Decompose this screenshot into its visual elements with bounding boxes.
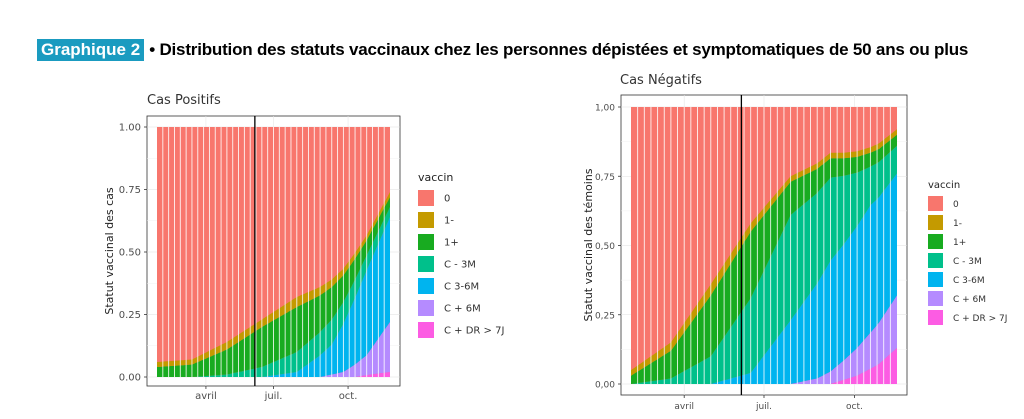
y-tick-label: 0,50: [595, 242, 615, 252]
legend-label: 1-: [444, 216, 454, 227]
legend-label: C + 6M: [953, 295, 986, 305]
legend-label: C - 3M: [444, 260, 476, 271]
legend-label: 1+: [953, 238, 966, 248]
legend-swatch: [928, 253, 943, 268]
legend-label: C 3-6M: [444, 282, 479, 293]
y-tick-label: 0.00: [119, 373, 141, 384]
x-tick-label: juil.: [264, 391, 283, 402]
y-tick-label: 0.50: [119, 248, 141, 259]
legend-swatch: [418, 300, 434, 316]
chart-header: Graphique 2 • Distribution des statuts v…: [37, 38, 968, 62]
legend-swatch: [418, 278, 434, 294]
legend-label: C + DR > 7J: [444, 326, 504, 337]
x-tick-label: oct.: [339, 391, 358, 402]
legend-swatch: [928, 291, 943, 306]
legend-label: C + DR > 7J: [953, 314, 1007, 324]
legend-swatch: [418, 322, 434, 338]
legend: vaccin 0 1- 1+ C - 3M C 3-6M C + 6M C + DR > 7J: [418, 171, 504, 338]
chart-title: Cas Positifs: [147, 93, 221, 108]
chart-panel-1: Cas Positifs Statut vaccinal des cas 0.00 0…: [103, 93, 504, 402]
y-tick-label: 1,00: [595, 104, 615, 114]
y-tick-label: 0,00: [595, 381, 615, 391]
x-tick-label: oct.: [846, 402, 863, 412]
legend-swatch: [418, 212, 434, 228]
legend-title: vaccin: [928, 180, 960, 191]
legend-swatch: [418, 256, 434, 272]
legend-swatch: [928, 310, 943, 325]
legend-label: C + 6M: [444, 304, 481, 315]
legend-swatch: [928, 234, 943, 249]
legend-label: 1-: [953, 219, 962, 229]
legend: vaccin 0 1- 1+ C - 3M C 3-6M C + 6M C + DR > 7J: [928, 180, 1007, 325]
legend-label: 1+: [444, 238, 459, 249]
legend-swatch: [928, 272, 943, 287]
legend-swatch: [928, 196, 943, 211]
y-axis-label: Statut vaccinal des cas: [103, 187, 116, 315]
x-tick-label: juil.: [755, 402, 772, 412]
y-tick-label: 0.25: [119, 310, 141, 321]
x-tick-label: avril: [674, 402, 694, 412]
y-tick-label: 0.75: [119, 185, 141, 196]
legend-label: C 3-6M: [953, 276, 985, 286]
legend-label: 0: [953, 200, 959, 210]
chart-title: Cas Négatifs: [620, 73, 702, 88]
legend-swatch: [928, 215, 943, 230]
legend-label: 0: [444, 194, 450, 205]
y-tick-label: 0,75: [595, 173, 615, 183]
legend-swatch: [418, 234, 434, 250]
legend-title: vaccin: [418, 171, 453, 184]
figure-number-tag: Graphique 2: [37, 39, 145, 61]
figure-title: • Distribution des statuts vaccinaux che…: [149, 40, 969, 59]
legend-swatch: [418, 190, 434, 206]
y-axis-label: Statut vaccinal des témoins: [582, 168, 595, 321]
legend-label: C - 3M: [953, 257, 982, 267]
y-tick-label: 1.00: [119, 123, 141, 134]
x-tick-label: avril: [195, 391, 217, 402]
y-tick-label: 0,25: [595, 311, 615, 321]
